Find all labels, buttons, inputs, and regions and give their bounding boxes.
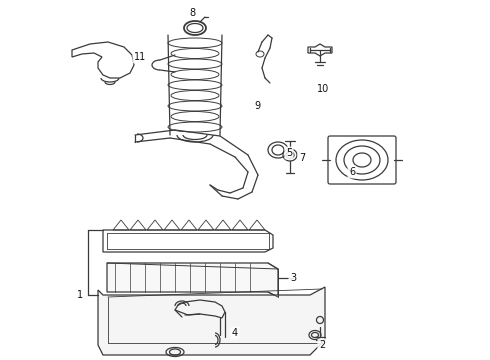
Polygon shape xyxy=(107,263,278,297)
Text: 1: 1 xyxy=(77,290,83,300)
Text: 5: 5 xyxy=(286,148,292,158)
Text: 9: 9 xyxy=(254,101,260,111)
Text: 10: 10 xyxy=(317,84,329,94)
Text: 7: 7 xyxy=(299,153,305,163)
Text: 8: 8 xyxy=(189,8,195,18)
Polygon shape xyxy=(98,287,325,355)
Text: 6: 6 xyxy=(349,167,355,177)
Text: 3: 3 xyxy=(290,273,296,283)
Text: 11: 11 xyxy=(134,52,146,62)
Text: 4: 4 xyxy=(232,328,238,338)
Text: 2: 2 xyxy=(319,340,325,350)
